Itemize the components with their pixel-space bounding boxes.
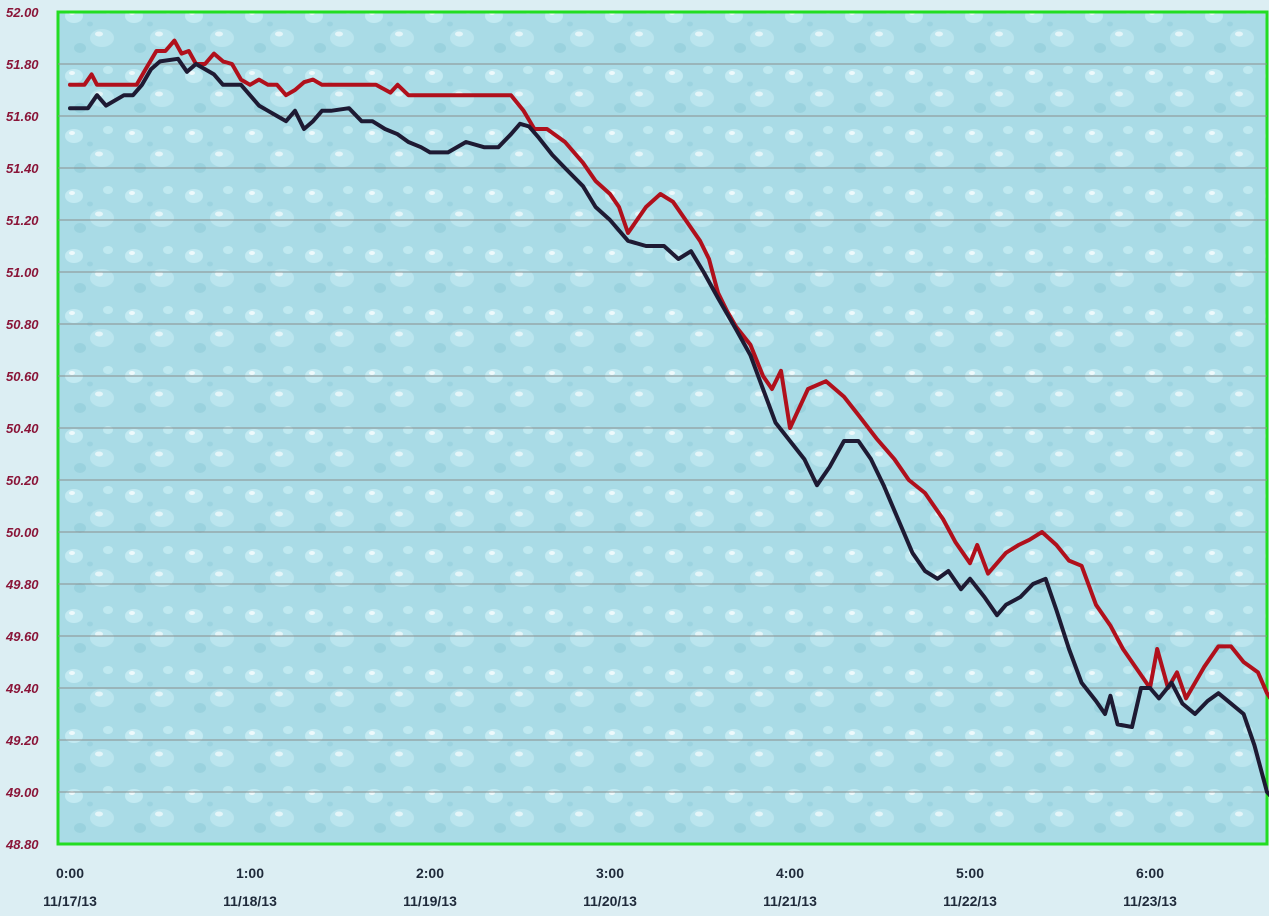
- x-tick-date-label: 11/20/13: [583, 893, 637, 909]
- x-tick-date-label: 11/22/13: [943, 893, 997, 909]
- x-tick-date-label: 11/23/13: [1123, 893, 1177, 909]
- y-tick-label: 48.80: [5, 837, 39, 852]
- y-tick-label: 49.80: [5, 577, 39, 592]
- x-axis-ticks: 0:00 11/17/13 1:00 11/18/13 2:00 11/19/13 3:00…: [43, 865, 1177, 909]
- y-tick-label: 50.60: [6, 369, 39, 384]
- y-tick-label: 50.00: [6, 525, 39, 540]
- series-line-dark: [68, 56, 1269, 798]
- series-line-red: [68, 38, 1269, 701]
- x-tick-date-label: 11/17/13: [43, 893, 97, 909]
- x-tick-time-label: 4:00: [776, 865, 804, 881]
- x-tick-time-label: 1:00: [236, 865, 264, 881]
- x-tick-date-label: 11/21/13: [763, 893, 817, 909]
- y-tick-label: 49.20: [5, 733, 39, 748]
- y-tick-label: 50.20: [6, 473, 39, 488]
- x-tick-time-label: 2:00: [416, 865, 444, 881]
- y-tick-label: 49.00: [5, 785, 39, 800]
- x-tick-time-label: 0:00: [56, 865, 84, 881]
- y-tick-label: 51.60: [6, 109, 39, 124]
- y-tick-label: 51.80: [6, 57, 39, 72]
- y-tick-label: 51.00: [6, 265, 39, 280]
- y-tick-label: 51.20: [6, 213, 39, 228]
- y-tick-label: 49.40: [5, 681, 39, 696]
- y-tick-label: 49.60: [5, 629, 39, 644]
- x-tick-time-label: 5:00: [956, 865, 984, 881]
- x-tick-date-label: 11/18/13: [223, 893, 277, 909]
- y-tick-label: 51.40: [6, 161, 39, 176]
- x-tick-time-label: 3:00: [596, 865, 624, 881]
- y-tick-label: 50.40: [6, 421, 39, 436]
- y-tick-label: 52.00: [6, 5, 39, 20]
- x-tick-time-label: 6:00: [1136, 865, 1164, 881]
- x-tick-date-label: 11/19/13: [403, 893, 457, 909]
- y-axis-ticks: 52.00 51.80 51.60 51.40 51.20 51.00 50.80 50.60…: [5, 5, 39, 852]
- gridlines: [58, 63, 1267, 793]
- series-lines: [68, 38, 1269, 798]
- y-tick-label: 50.80: [6, 317, 39, 332]
